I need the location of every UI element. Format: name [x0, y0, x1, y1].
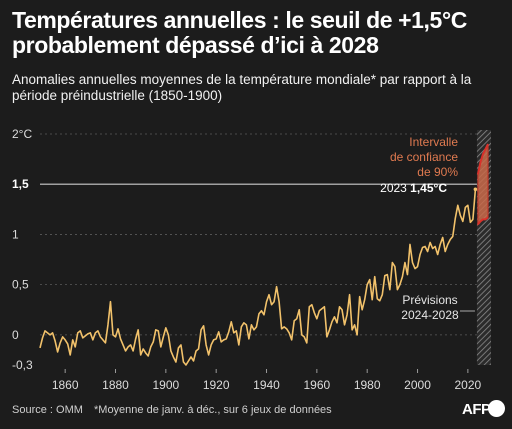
series-layer — [39, 187, 478, 366]
confidence-band-lower — [477, 216, 489, 226]
afp-logo: AFP — [462, 398, 505, 422]
confidence-label-line: de confiance — [390, 150, 458, 164]
footnote: *Moyenne de janv. à déc., sur 6 jeux de … — [94, 404, 332, 416]
afp-logo-text: AFP — [462, 401, 491, 418]
forecast-label-line: 2024-2028 — [401, 308, 459, 322]
y-tick-label: 2°C — [12, 127, 32, 141]
confidence-label-line: Intervalle — [409, 135, 458, 149]
x-tick-label: 1960 — [304, 378, 331, 392]
confidence-label-line: de 90% — [417, 165, 458, 179]
x-tick-label: 1900 — [152, 378, 179, 392]
forecast-label-line: Prévisions — [402, 293, 457, 307]
afp-logo-circle-icon — [488, 400, 505, 417]
x-tick-label: 1920 — [203, 378, 230, 392]
y-tick-label: 1,5 — [12, 177, 29, 191]
confidence-band-upper — [476, 143, 489, 175]
x-tick-label: 2000 — [404, 378, 431, 392]
y-tick-label: 0 — [12, 328, 19, 342]
temperature-line — [39, 189, 477, 366]
x-tick-label: 1940 — [253, 378, 280, 392]
forecast-layer — [476, 130, 491, 365]
grid-layer: 2°C 1,5 1 0,5 0 -0,3 1860 1880 1900 1920 1940 1960 1… — [12, 127, 482, 392]
x-tick-label: 1980 — [354, 378, 381, 392]
x-tick-label: 1860 — [52, 378, 79, 392]
y-tick-label: 0,5 — [12, 278, 29, 292]
y-tick-label: -0,3 — [12, 358, 33, 372]
y-tick-label: 1 — [12, 227, 19, 241]
chart-subtitle: Anomalies annuelles moyennes de la tempé… — [12, 72, 472, 103]
x-tick-label: 1880 — [102, 378, 129, 392]
last-value-point — [473, 187, 478, 192]
page-title: Températures annuelles : le seuil de +1,… — [12, 7, 467, 58]
x-tick-label: 2020 — [455, 378, 482, 392]
last-value-label: 2023 1,45°C — [380, 181, 447, 195]
source-note: Source : OMM — [12, 404, 83, 416]
